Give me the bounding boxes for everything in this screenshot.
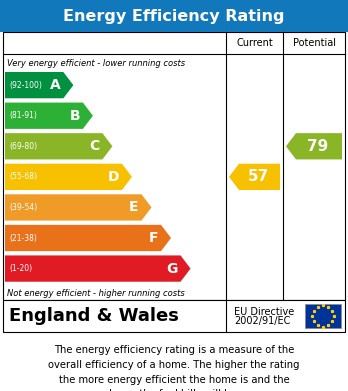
Polygon shape bbox=[5, 194, 151, 221]
Text: Current: Current bbox=[236, 38, 273, 48]
Text: (21-38): (21-38) bbox=[9, 233, 37, 242]
Text: E: E bbox=[129, 201, 139, 214]
Text: B: B bbox=[69, 109, 80, 123]
Bar bbox=[305, 304, 341, 328]
Polygon shape bbox=[229, 164, 280, 190]
Bar bbox=[3, 32, 345, 300]
Text: Potential: Potential bbox=[293, 38, 335, 48]
Text: (39-54): (39-54) bbox=[9, 203, 37, 212]
Text: 2002/91/EC: 2002/91/EC bbox=[234, 316, 290, 326]
Bar bbox=[0, 0, 348, 32]
Text: England & Wales: England & Wales bbox=[9, 307, 179, 325]
Polygon shape bbox=[5, 225, 171, 251]
Text: (55-68): (55-68) bbox=[9, 172, 37, 181]
Text: Very energy efficient - lower running costs: Very energy efficient - lower running co… bbox=[7, 59, 185, 68]
Text: G: G bbox=[166, 262, 177, 276]
Text: (1-20): (1-20) bbox=[9, 264, 32, 273]
Text: EU Directive: EU Directive bbox=[234, 307, 294, 317]
Text: C: C bbox=[89, 139, 100, 153]
Text: 57: 57 bbox=[248, 169, 269, 185]
Polygon shape bbox=[5, 255, 191, 282]
Bar bbox=[3, 300, 345, 332]
Text: (81-91): (81-91) bbox=[9, 111, 37, 120]
Text: 79: 79 bbox=[307, 139, 329, 154]
Text: (92-100): (92-100) bbox=[9, 81, 42, 90]
Text: D: D bbox=[108, 170, 119, 184]
Polygon shape bbox=[5, 133, 112, 160]
Text: The energy efficiency rating is a measure of the
overall efficiency of a home. T: The energy efficiency rating is a measur… bbox=[48, 345, 300, 391]
Polygon shape bbox=[286, 133, 342, 160]
Text: Not energy efficient - higher running costs: Not energy efficient - higher running co… bbox=[7, 289, 185, 298]
Text: A: A bbox=[50, 78, 60, 92]
Polygon shape bbox=[5, 164, 132, 190]
Text: (69-80): (69-80) bbox=[9, 142, 37, 151]
Polygon shape bbox=[5, 102, 93, 129]
Text: F: F bbox=[149, 231, 158, 245]
Polygon shape bbox=[5, 72, 73, 98]
Text: Energy Efficiency Rating: Energy Efficiency Rating bbox=[63, 9, 285, 23]
